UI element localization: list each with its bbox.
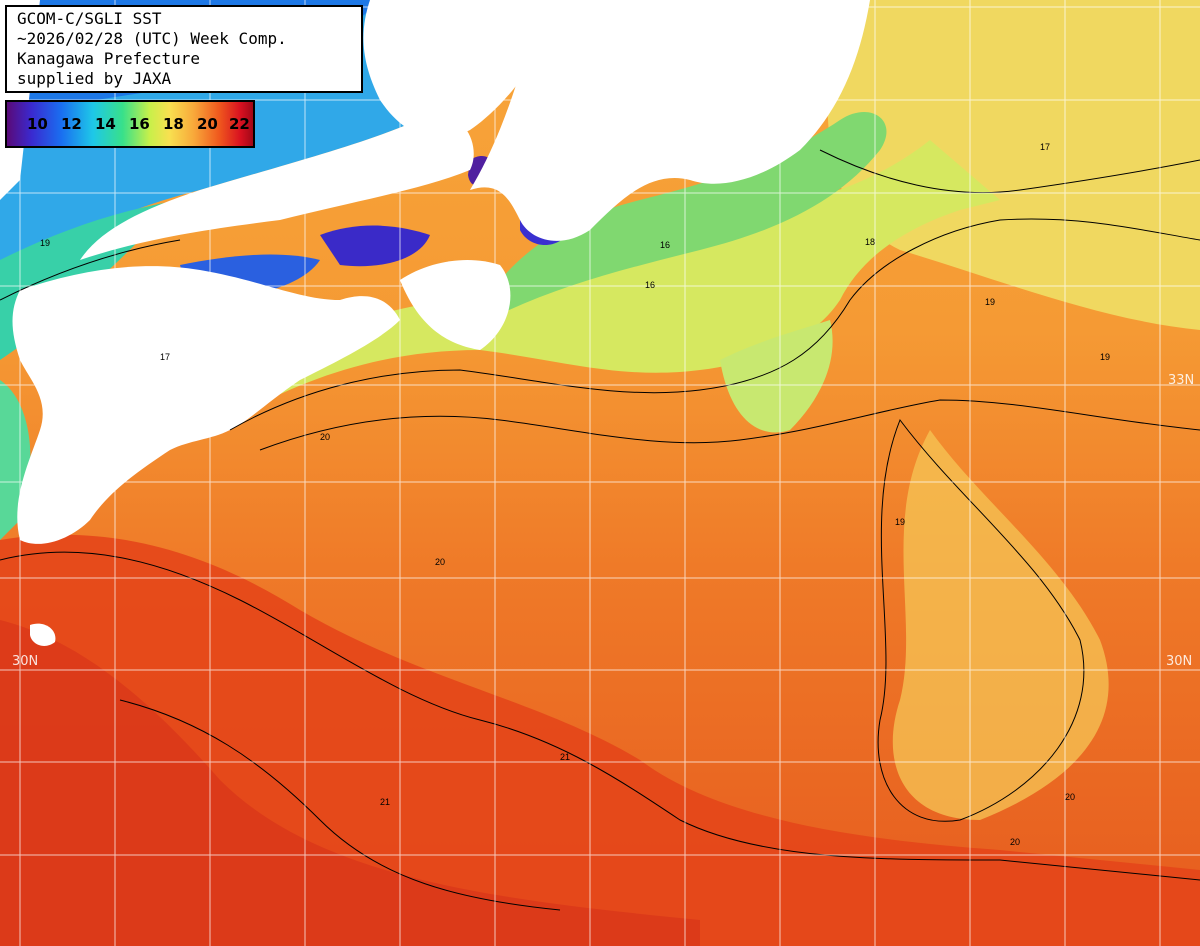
contour-label: 16 <box>645 280 655 290</box>
land-kii-peninsula <box>400 260 511 350</box>
legend-tick: 22 <box>229 115 250 133</box>
contour-label: 17 <box>160 352 170 362</box>
contour-label: 20 <box>1065 792 1075 802</box>
contour-label: 20 <box>435 557 445 567</box>
contour-label: 21 <box>560 752 570 762</box>
composite-date: ~2026/02/28 (UTC) Week Comp. <box>17 29 287 48</box>
product-name: GCOM-C/SGLI SST <box>17 9 162 28</box>
prefecture-name: Kanagawa Prefecture <box>17 49 201 68</box>
contour-label: 19 <box>1100 352 1110 362</box>
lat-label-33n: 33N <box>1168 373 1195 388</box>
legend-tick: 10 <box>27 115 48 133</box>
contour-label: 17 <box>1040 142 1050 152</box>
peninsula-shelf <box>720 320 833 433</box>
contour-label: 20 <box>320 432 330 442</box>
legend-tick: 20 <box>197 115 218 133</box>
inland-sea-patch <box>320 225 430 267</box>
cool-patch-east <box>892 430 1109 820</box>
legend-tick: 12 <box>61 115 82 133</box>
legend-tick: 16 <box>129 115 150 133</box>
legend-tick: 14 <box>95 115 116 133</box>
lon-label-136e: 136E <box>480 0 495 26</box>
land-honshu-west <box>80 110 474 260</box>
data-supplier: supplied by JAXA <box>17 69 172 88</box>
isotherm-contours <box>0 149 1200 911</box>
contour-label: 19 <box>895 517 905 527</box>
warmest-zone <box>0 620 700 946</box>
lat-label-30n-right: 30N <box>1166 654 1193 669</box>
land-kii-honshu <box>470 0 870 241</box>
cool-zone-ne <box>820 0 1200 330</box>
temperature-legend: 10 12 14 16 18 20 22 <box>5 100 255 148</box>
coastal-band-yellow <box>230 140 1000 420</box>
legend-tick: 18 <box>163 115 184 133</box>
land-island <box>30 623 56 646</box>
product-info-box: GCOM-C/SGLI SST ~2026/02/28 (UTC) Week C… <box>5 5 363 93</box>
contour-labels: 19 16 16 17 19 19 20 19 20 20 20 21 21 1… <box>40 142 1110 847</box>
lat-label-30n-left: 30N <box>12 654 39 669</box>
contour-label: 16 <box>660 240 670 250</box>
contour-label: 18 <box>865 237 875 247</box>
coastal-band-green <box>470 111 887 330</box>
contour-label: 19 <box>40 238 50 248</box>
contour-label: 21 <box>380 797 390 807</box>
contour-label: 19 <box>985 297 995 307</box>
contour-label: 20 <box>1010 837 1020 847</box>
land-honshu-north <box>363 0 560 139</box>
land-shikoku-kyushu <box>12 266 400 544</box>
